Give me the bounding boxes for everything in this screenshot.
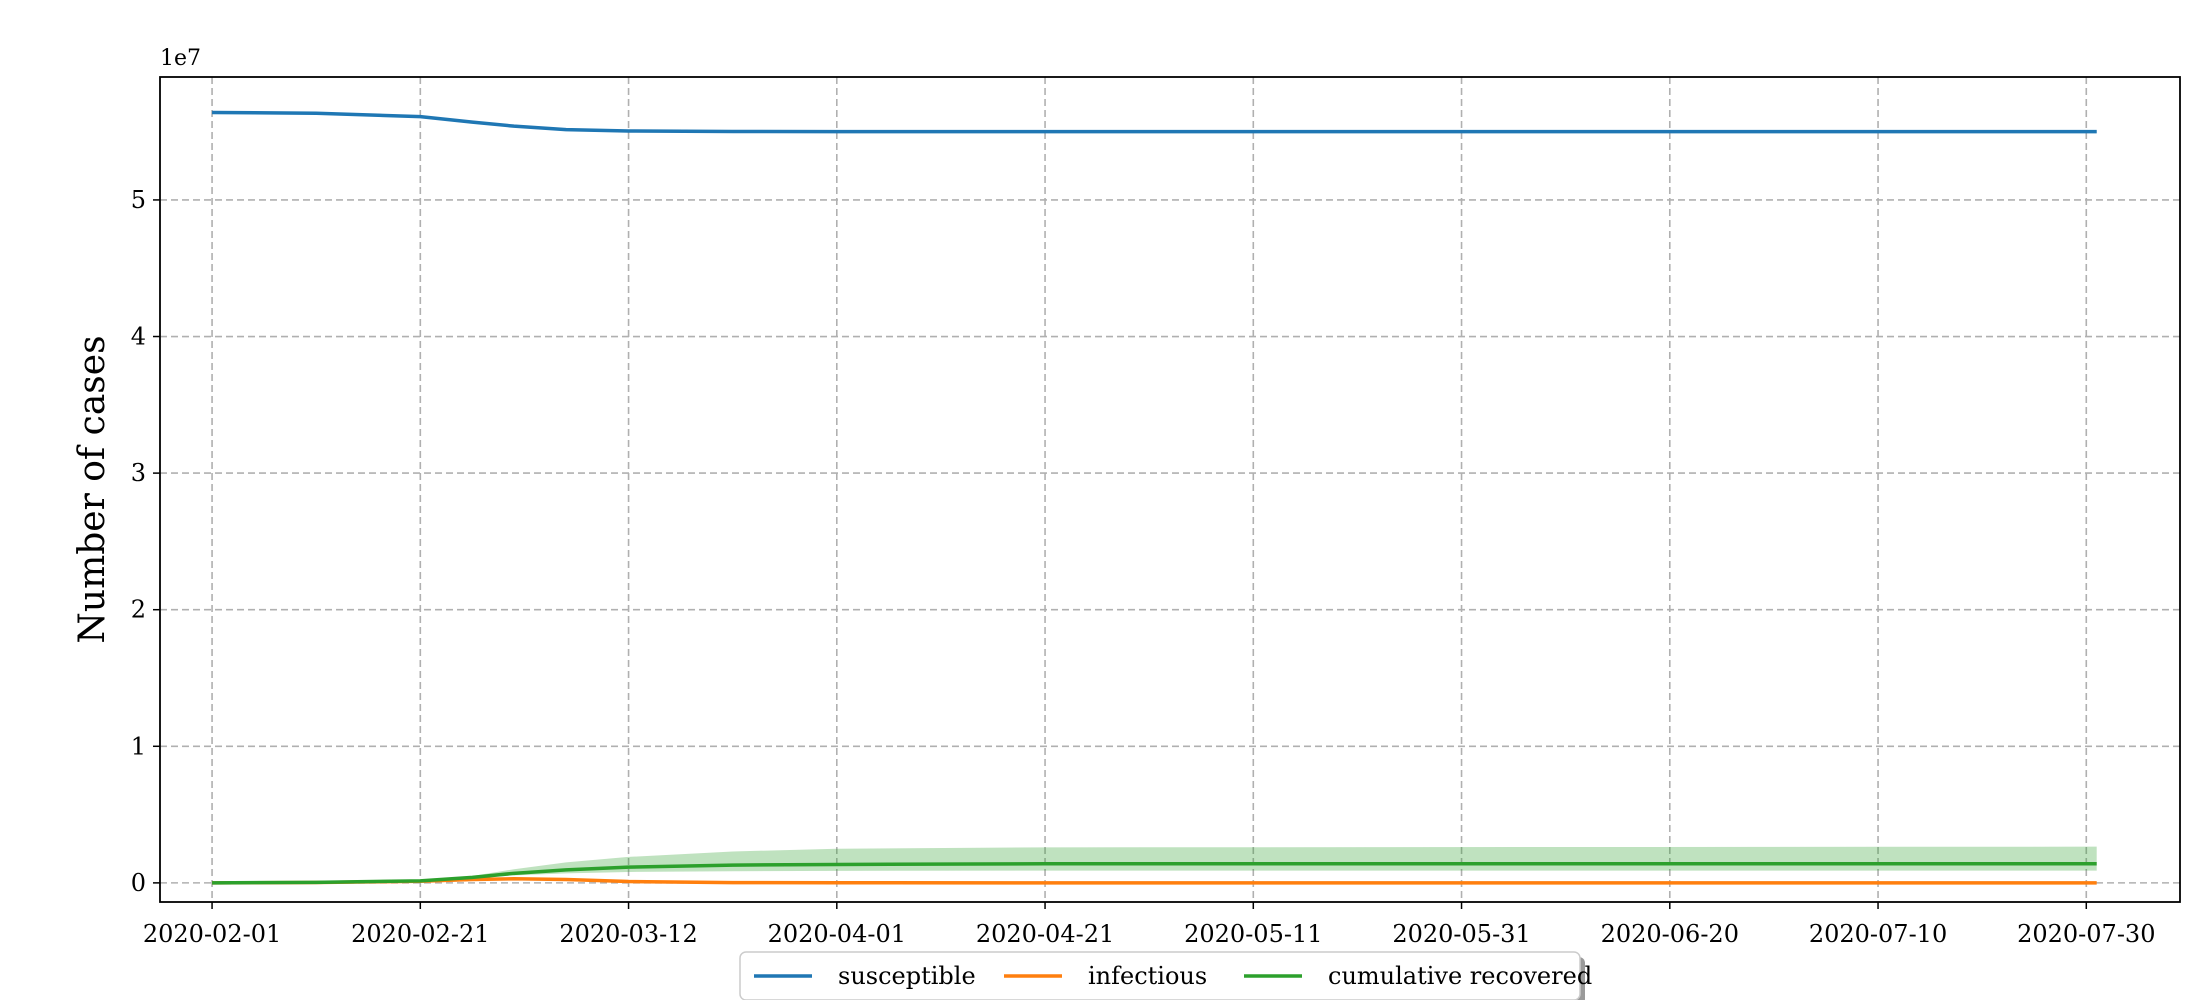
grid [160,77,2180,902]
x-tick-label: 2020-05-11 [1184,920,1322,948]
y-tick-label: 0 [131,869,146,897]
y-tick-label: 2 [131,596,146,624]
y-tick-label: 3 [131,459,146,487]
series-line-susceptible [212,110,2097,134]
plot-frame [159,76,2181,903]
legend: susceptible infectious cumulative recovere… [739,951,1592,1004]
confidence-bands [212,112,2097,883]
x-tick-label: 2020-06-20 [1601,920,1739,948]
legend-label: susceptible [838,962,976,990]
y-tick-label: 4 [131,323,146,351]
legend-label: infectious [1088,962,1207,990]
y-tick-label: 5 [131,186,146,214]
x-tick-label: 2020-03-12 [559,920,697,948]
series-lines [212,110,2097,885]
series-line-cumulative-recovered [212,862,2097,885]
x-tick-label: 2020-05-31 [1392,920,1530,948]
x-tick-label: 2020-02-21 [351,920,489,948]
x-tick-label: 2020-07-10 [1809,920,1947,948]
y-offset-label: 1e7 [160,46,201,71]
y-tick-label: 1 [131,732,146,760]
x-tick-label: 2020-02-01 [143,920,281,948]
x-tick-label: 2020-07-30 [2017,920,2155,948]
x-tick-label: 2020-04-21 [976,920,1114,948]
x-tick-label: 2020-04-01 [768,920,906,948]
legend-label: cumulative recovered [1328,962,1592,990]
y-axis-title: Number of cases [72,335,113,643]
axes: 2020-02-01 2020-02-21 2020-03-12 2020-04-01… [72,46,2181,948]
